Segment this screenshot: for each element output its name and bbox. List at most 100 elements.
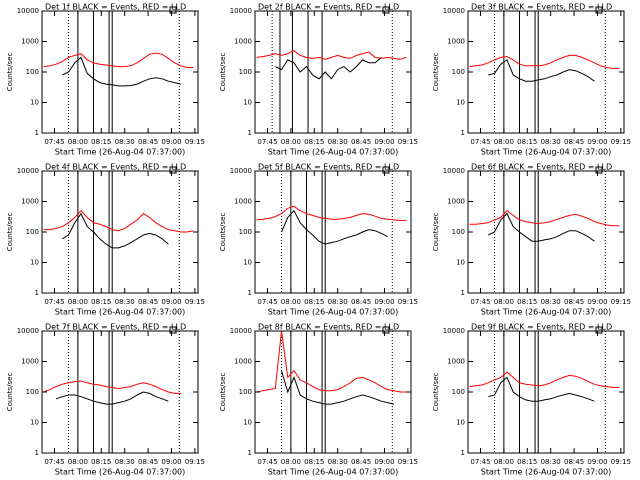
y-tick-label: 10000 — [443, 327, 465, 335]
series-line — [469, 210, 620, 227]
y-tick-label: 100 — [239, 68, 252, 76]
x-tick-label: 09:00 — [161, 458, 181, 466]
x-axis-label: Start Time (26-Aug-04 07:37:00) — [268, 148, 399, 157]
x-axis-label: Start Time (26-Aug-04 07:37:00) — [55, 148, 186, 157]
x-tick-label: 08:45 — [351, 298, 371, 306]
y-tick-label: 10000 — [443, 167, 465, 175]
y-tick-label: 10000 — [443, 7, 465, 15]
x-tick-label: 08:45 — [138, 298, 158, 306]
plot-frame — [41, 330, 199, 454]
x-tick-label: 08:00 — [494, 458, 514, 466]
x-axis-label: Start Time (26-Aug-04 07:37:00) — [55, 308, 186, 317]
marker-box — [382, 6, 390, 14]
x-tick-label: 09:00 — [587, 458, 607, 466]
panel: 1 10 100 1000 10000 07:45 08:00 08:15 08:30 08:45… — [6, 163, 205, 317]
x-axis-label: Start Time (26-Aug-04 07:37:00) — [481, 148, 612, 157]
x-tick-label: 07:45 — [257, 458, 277, 466]
y-tick-label: 10 — [30, 259, 39, 267]
x-tick-label: 08:30 — [541, 298, 561, 306]
y-axis-label: Counts/sec — [219, 53, 227, 92]
y-tick-label: 1 — [35, 449, 39, 457]
plot-frame — [254, 10, 412, 134]
x-tick-label: 09:00 — [161, 298, 181, 306]
y-tick-label: 10000 — [17, 167, 39, 175]
x-tick-label: 08:30 — [541, 138, 561, 146]
y-tick-label: 10 — [456, 99, 465, 107]
x-tick-label: 09:00 — [374, 458, 394, 466]
y-tick-label: 10000 — [17, 327, 39, 335]
y-tick-label: 1 — [461, 449, 465, 457]
y-tick-label: 1 — [35, 129, 39, 137]
panel: 1 10 100 1000 10000 07:45 08:00 08:15 08:30 08:45… — [6, 323, 205, 477]
y-tick-label: 100 — [452, 388, 465, 396]
y-tick-label: 1 — [248, 129, 252, 137]
x-tick-label: 09:00 — [587, 138, 607, 146]
y-axis-label: Counts/sec — [432, 373, 440, 412]
series-line — [281, 370, 394, 405]
x-axis-label: Start Time (26-Aug-04 07:37:00) — [55, 468, 186, 477]
y-tick-label: 100 — [239, 388, 252, 396]
marker-box — [169, 166, 177, 174]
x-axis-label: Start Time (26-Aug-04 07:37:00) — [268, 468, 399, 477]
chart-title: Det 9f BLACK = Events, RED = LLD — [471, 323, 612, 332]
marker-box — [595, 6, 603, 14]
y-axis-label: Counts/sec — [6, 213, 14, 252]
y-axis-label: Counts/sec — [6, 53, 14, 92]
x-tick-label: 08:30 — [328, 138, 348, 146]
y-tick-label: 1000 — [447, 38, 465, 46]
x-tick-label: 09:00 — [161, 138, 181, 146]
x-tick-label: 08:30 — [541, 458, 561, 466]
y-tick-label: 1000 — [21, 198, 39, 206]
plot-frame — [41, 10, 199, 134]
x-tick-label: 08:00 — [494, 298, 514, 306]
plot-frame — [41, 170, 199, 294]
x-tick-label: 09:15 — [398, 298, 418, 306]
series-line — [43, 52, 194, 68]
y-tick-label: 10000 — [17, 7, 39, 15]
y-tick-label: 100 — [239, 228, 252, 236]
x-axis-label: Start Time (26-Aug-04 07:37:00) — [481, 308, 612, 317]
y-tick-label: 100 — [452, 228, 465, 236]
y-tick-label: 10000 — [230, 167, 252, 175]
y-tick-label: 100 — [26, 228, 39, 236]
chart-title: Det 6f BLACK = Events, RED = LLD — [471, 163, 612, 172]
plot-frame — [467, 10, 625, 134]
marker-box — [595, 326, 603, 334]
panel: 1 10 100 1000 10000 07:45 08:00 08:15 08:30 08:45… — [219, 3, 418, 157]
x-tick-label: 07:45 — [470, 458, 490, 466]
y-tick-label: 100 — [26, 388, 39, 396]
series-line — [488, 376, 595, 402]
y-tick-label: 1 — [248, 289, 252, 297]
series-line — [62, 212, 169, 249]
x-tick-label: 08:00 — [281, 138, 301, 146]
marker-box — [382, 326, 390, 334]
panel: 1 10 100 1000 10000 07:45 08:00 08:15 08:30 08:45… — [219, 163, 418, 317]
x-tick-label: 09:15 — [185, 138, 205, 146]
x-tick-label: 07:45 — [257, 298, 277, 306]
x-tick-label: 08:15 — [517, 458, 537, 466]
x-tick-label: 08:45 — [564, 138, 584, 146]
y-tick-label: 10 — [243, 259, 252, 267]
y-tick-label: 1 — [461, 289, 465, 297]
chart-title: Det 7f BLACK = Events, RED = LLD — [45, 323, 186, 332]
y-axis-label: Counts/sec — [6, 373, 14, 412]
y-tick-label: 10000 — [230, 7, 252, 15]
x-tick-label: 08:45 — [351, 138, 371, 146]
x-tick-label: 08:15 — [91, 298, 111, 306]
marker-box — [169, 6, 177, 14]
chart-title: Det 5f BLACK = Events, RED = LLD — [258, 163, 399, 172]
series-line — [281, 209, 388, 245]
series-line — [256, 205, 407, 221]
x-tick-label: 08:15 — [304, 138, 324, 146]
y-tick-label: 1000 — [21, 38, 39, 46]
x-tick-label: 08:15 — [91, 138, 111, 146]
y-tick-label: 1000 — [234, 198, 252, 206]
marker-box — [169, 326, 177, 334]
x-tick-label: 09:15 — [185, 298, 205, 306]
x-tick-label: 09:15 — [398, 138, 418, 146]
x-tick-label: 08:15 — [517, 138, 537, 146]
series-line — [62, 56, 181, 87]
x-axis-label: Start Time (26-Aug-04 07:37:00) — [268, 308, 399, 317]
x-tick-label: 08:30 — [328, 458, 348, 466]
